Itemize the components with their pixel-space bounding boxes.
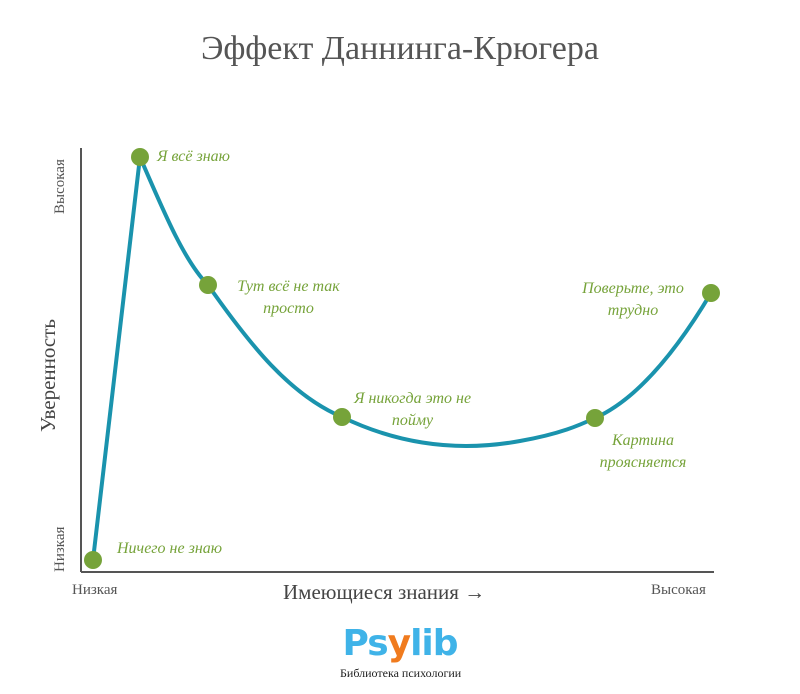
stage-label: Ничего не знаю xyxy=(117,540,223,557)
stage-label: Поверьте, это трудно xyxy=(582,280,684,319)
y-axis-title: Уверенность xyxy=(36,318,60,432)
logo-wordmark: Psylib xyxy=(342,623,458,664)
stage-point xyxy=(586,409,604,427)
stage-point xyxy=(131,148,149,166)
stage-label: Я никогда это не пойму xyxy=(353,390,472,429)
stage-point xyxy=(199,276,217,294)
stage-point xyxy=(84,551,102,569)
x-axis-title: Имеющиеся знания → xyxy=(283,580,486,604)
y-low-label: Низкая xyxy=(52,526,68,572)
x-low-label: Низкая xyxy=(72,582,118,598)
psylib-logo: Psylib Библиотека психологии xyxy=(340,622,462,681)
confidence-curve xyxy=(91,155,713,561)
y-high-label: Высокая xyxy=(52,159,68,214)
stage-point xyxy=(333,408,351,426)
stage-label: Тут всё не так просто xyxy=(237,278,340,317)
stage-label: Картина проясняется xyxy=(599,432,687,471)
x-high-label: Высокая xyxy=(651,582,706,598)
page-title: Эффект Даннинга-Крюгера xyxy=(200,30,599,67)
stage-point xyxy=(702,284,720,302)
stage-label: Я всё знаю xyxy=(157,148,230,165)
logo-subtitle: Библиотека психологии xyxy=(340,666,462,680)
